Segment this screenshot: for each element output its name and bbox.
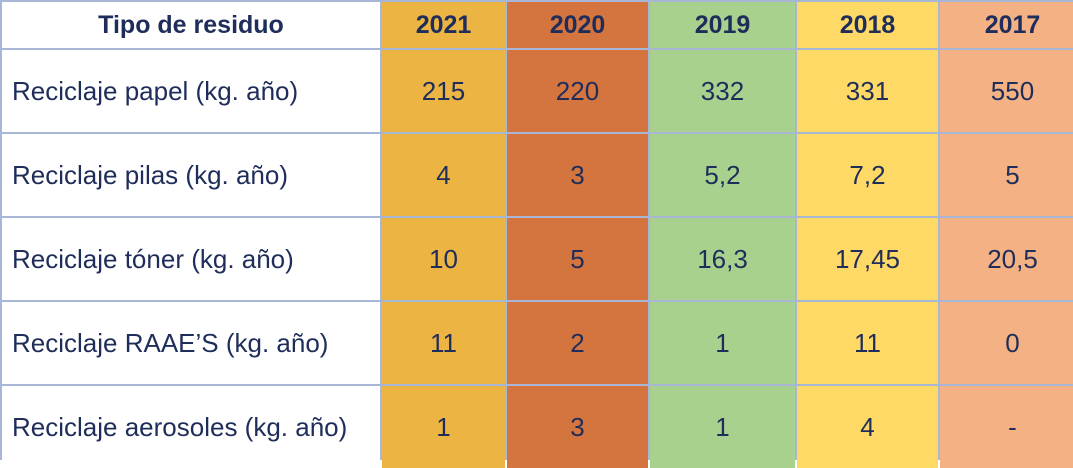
row-label-raaes: Reciclaje RAAE’S (kg. año) — [2, 302, 380, 384]
table-cell: 220 — [507, 50, 648, 132]
table-cell: 332 — [650, 50, 795, 132]
table-cell: 16,3 — [650, 218, 795, 300]
row-label-pilas: Reciclaje pilas (kg. año) — [2, 134, 380, 216]
table-cell: 331 — [797, 50, 938, 132]
row-label-toner: Reciclaje tóner (kg. año) — [2, 218, 380, 300]
header-year-2018: 2018 — [797, 2, 938, 48]
row-label-aerosoles: Reciclaje aerosoles (kg. año) — [2, 386, 380, 468]
row-label-papel: Reciclaje papel (kg. año) — [2, 50, 380, 132]
header-type: Tipo de residuo — [2, 2, 380, 48]
table-cell: 4 — [382, 134, 505, 216]
table-cell: 5,2 — [650, 134, 795, 216]
table-cell: - — [940, 386, 1073, 468]
table-cell: 0 — [940, 302, 1073, 384]
table-cell: 3 — [507, 134, 648, 216]
table-cell: 3 — [507, 386, 648, 468]
table-cell: 17,45 — [797, 218, 938, 300]
table-cell: 215 — [382, 50, 505, 132]
table-cell: 5 — [940, 134, 1073, 216]
table-cell: 4 — [797, 386, 938, 468]
header-year-2019: 2019 — [650, 2, 795, 48]
header-year-2021: 2021 — [382, 2, 505, 48]
table-cell: 11 — [382, 302, 505, 384]
table-cell: 1 — [650, 386, 795, 468]
table-cell: 550 — [940, 50, 1073, 132]
header-year-2020: 2020 — [507, 2, 648, 48]
table-cell: 5 — [507, 218, 648, 300]
table-cell: 2 — [507, 302, 648, 384]
table-cell: 1 — [382, 386, 505, 468]
table-cell: 20,5 — [940, 218, 1073, 300]
table-cell: 1 — [650, 302, 795, 384]
table-cell: 11 — [797, 302, 938, 384]
table-cell: 10 — [382, 218, 505, 300]
table-cell: 7,2 — [797, 134, 938, 216]
header-year-2017: 2017 — [940, 2, 1073, 48]
